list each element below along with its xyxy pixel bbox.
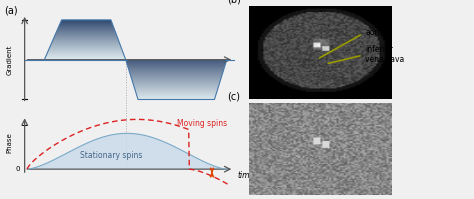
Polygon shape [127,65,225,66]
Polygon shape [52,42,119,43]
Polygon shape [133,84,219,85]
Polygon shape [128,67,225,68]
Polygon shape [56,32,116,33]
Polygon shape [130,74,222,75]
Polygon shape [129,71,223,72]
Polygon shape [57,29,115,30]
Polygon shape [60,22,112,23]
Polygon shape [134,86,219,87]
Text: (c): (c) [228,92,240,102]
Polygon shape [138,99,215,100]
Polygon shape [134,88,218,89]
Polygon shape [48,51,123,52]
Polygon shape [55,35,117,36]
Polygon shape [135,90,218,91]
Polygon shape [61,20,111,21]
Text: (a): (a) [4,6,18,16]
Polygon shape [45,59,126,60]
Polygon shape [53,39,118,40]
Polygon shape [136,93,217,94]
Polygon shape [137,95,216,96]
Polygon shape [132,80,220,81]
Polygon shape [132,81,220,82]
Polygon shape [129,70,224,71]
Polygon shape [136,92,217,93]
Polygon shape [49,49,122,50]
Polygon shape [53,40,118,41]
Polygon shape [131,78,221,79]
Polygon shape [61,21,112,22]
Polygon shape [130,75,222,76]
Polygon shape [136,94,216,95]
Text: 0: 0 [15,166,20,172]
Polygon shape [128,69,224,70]
Text: Moving spins: Moving spins [177,119,228,128]
Polygon shape [58,28,114,29]
Polygon shape [132,79,221,80]
Polygon shape [126,62,226,63]
Text: Stationary spins: Stationary spins [80,151,142,160]
Polygon shape [55,33,116,34]
Polygon shape [52,41,119,42]
Polygon shape [137,97,215,98]
Polygon shape [51,44,120,45]
Polygon shape [132,82,220,83]
Polygon shape [46,55,124,56]
Polygon shape [27,133,227,169]
Polygon shape [54,38,118,39]
Polygon shape [135,89,218,90]
Polygon shape [135,91,217,92]
Polygon shape [126,61,227,62]
Polygon shape [59,24,113,25]
Polygon shape [137,96,216,97]
Polygon shape [58,27,114,28]
Polygon shape [46,54,124,55]
Polygon shape [128,68,224,69]
Polygon shape [57,30,115,31]
Polygon shape [130,73,223,74]
Polygon shape [50,45,120,46]
Polygon shape [56,31,115,32]
Polygon shape [51,43,120,44]
Polygon shape [54,37,118,38]
Polygon shape [127,63,226,64]
Polygon shape [50,46,121,47]
Text: inferior
vena cava: inferior vena cava [328,45,405,64]
Polygon shape [127,64,226,65]
Text: time: time [238,171,255,180]
Polygon shape [55,36,117,37]
Polygon shape [45,58,125,59]
Polygon shape [55,34,117,35]
Polygon shape [60,23,112,24]
Polygon shape [134,87,219,88]
Polygon shape [45,57,125,58]
Polygon shape [48,50,122,51]
Polygon shape [59,26,113,27]
Polygon shape [47,52,123,53]
Polygon shape [137,98,215,99]
Text: Phase: Phase [7,132,13,153]
Polygon shape [47,53,124,54]
Polygon shape [133,83,219,84]
Polygon shape [126,60,227,61]
Polygon shape [129,72,223,73]
Polygon shape [128,66,225,67]
Polygon shape [46,56,125,57]
Polygon shape [131,77,221,78]
Text: aorta: aorta [319,28,386,58]
Polygon shape [133,85,219,86]
Text: (b): (b) [228,0,241,4]
Polygon shape [50,47,121,48]
Polygon shape [131,76,222,77]
Polygon shape [49,48,122,49]
Text: Gradient: Gradient [7,45,13,75]
Polygon shape [59,25,113,26]
